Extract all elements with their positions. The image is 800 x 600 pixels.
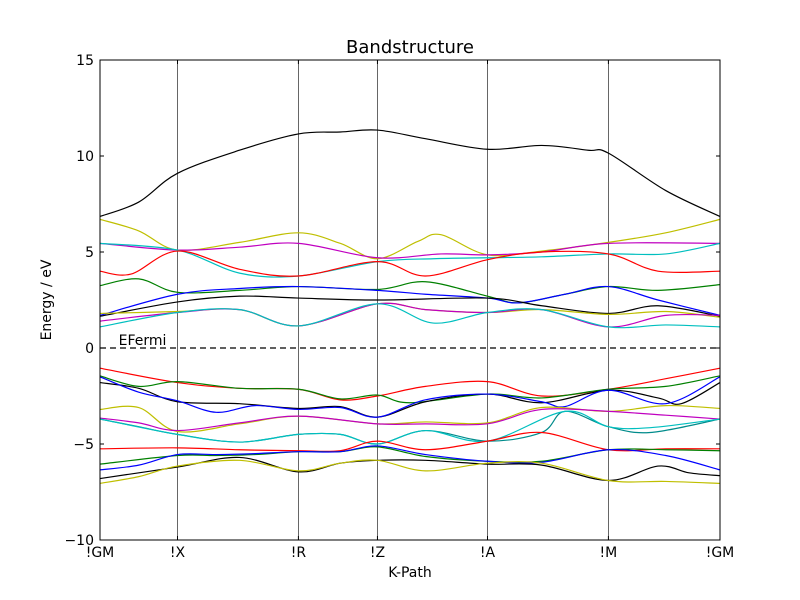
- band-line: [99, 303, 721, 329]
- y-tick-label: 5: [85, 245, 94, 261]
- y-tick-label: −5: [73, 437, 94, 453]
- fermi-level: EFermi: [100, 333, 720, 349]
- x-axis-label: K-Path: [388, 565, 432, 581]
- chart-title: Bandstructure: [346, 37, 474, 58]
- band-line: [99, 445, 721, 471]
- band-line: [99, 376, 721, 418]
- band-line: [99, 242, 721, 278]
- plot-frame: [99, 59, 721, 541]
- x-tick-label: !X: [170, 545, 186, 561]
- x-axis-ticks: !GM !X !R !Z !A !M !GM: [86, 60, 735, 561]
- band-line: [99, 375, 721, 404]
- band-line: [99, 410, 721, 445]
- band-line: [99, 295, 721, 317]
- y-tick-label: 10: [76, 149, 94, 165]
- band-line: [99, 250, 721, 277]
- x-tick-label: !A: [480, 545, 496, 561]
- fermi-label: EFermi: [119, 333, 167, 349]
- y-tick-label: −10: [64, 533, 94, 549]
- y-axis-label: Energy / eV: [39, 259, 55, 340]
- band-line: [99, 242, 721, 259]
- x-tick-label: !GM: [706, 545, 735, 561]
- band-line: [99, 456, 721, 482]
- band-line: [99, 285, 721, 316]
- band-line: [99, 459, 721, 484]
- x-tick-label: !R: [291, 545, 307, 561]
- band-lines: [99, 129, 721, 484]
- y-tick-label: 0: [85, 341, 94, 357]
- band-line: [99, 408, 721, 432]
- x-tick-label: !M: [600, 545, 618, 561]
- y-axis-ticks: −10 −5 0 5 10 15: [64, 53, 720, 549]
- x-tick-label: !GM: [86, 545, 115, 561]
- band-line: [99, 129, 721, 218]
- y-tick-label: 15: [76, 53, 94, 69]
- x-tick-label: !Z: [370, 545, 385, 561]
